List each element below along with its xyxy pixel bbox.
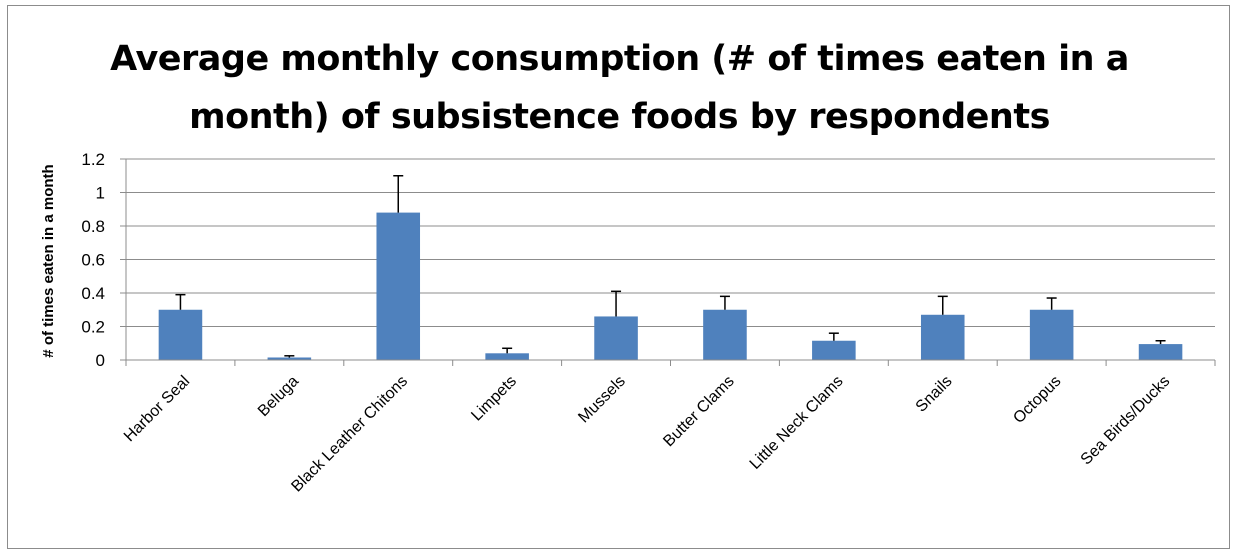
x-tick-label: Octopus xyxy=(1010,373,1064,427)
x-tick-label: Limpets xyxy=(468,373,520,425)
bar xyxy=(376,212,421,360)
y-tick-label: 0 xyxy=(96,351,105,370)
bar xyxy=(485,353,529,360)
x-tick-label: Little Neck Clams xyxy=(747,373,847,473)
y-tick-label: 0.8 xyxy=(81,217,105,236)
bar xyxy=(1138,344,1183,360)
y-tick-label: 0.6 xyxy=(81,251,105,270)
bar xyxy=(920,314,965,360)
chart-frame xyxy=(7,5,1230,549)
y-tick-label: 0.2 xyxy=(81,318,105,337)
x-tick-label: Black Leather Chitons xyxy=(288,373,411,496)
bar xyxy=(703,309,747,360)
y-tick-label: 1 xyxy=(96,184,105,203)
bar xyxy=(158,309,203,360)
error-bars xyxy=(175,175,1166,358)
x-tick-label: Snails xyxy=(913,373,956,416)
bars xyxy=(158,212,1183,360)
bar xyxy=(594,316,638,360)
x-tick-label: Butter Clams xyxy=(660,373,737,450)
x-tick-label: Sea Birds/Ducks xyxy=(1078,373,1174,469)
x-tick-label: Mussels xyxy=(575,373,629,427)
chart-title-line-2: month) of subsistence foods by responden… xyxy=(189,97,1050,137)
chart-title: Average monthly consumption (# of times … xyxy=(0,30,1239,146)
y-axis-ticks: 0 0.2 0.4 0.6 0.8 1 1.2 xyxy=(81,150,126,370)
y-axis-label: # of times eaten in a month xyxy=(40,164,57,357)
x-tick-label: Beluga xyxy=(255,373,302,420)
bar xyxy=(1029,309,1074,360)
chart-title-line-1: Average monthly consumption (# of times … xyxy=(110,39,1129,79)
axes xyxy=(125,159,1216,366)
x-tick-label: Harbor Seal xyxy=(121,373,193,445)
y-tick-label: 0.4 xyxy=(81,284,105,303)
bar xyxy=(812,340,856,360)
y-tick-label: 1.2 xyxy=(81,150,105,169)
bar xyxy=(267,357,312,360)
